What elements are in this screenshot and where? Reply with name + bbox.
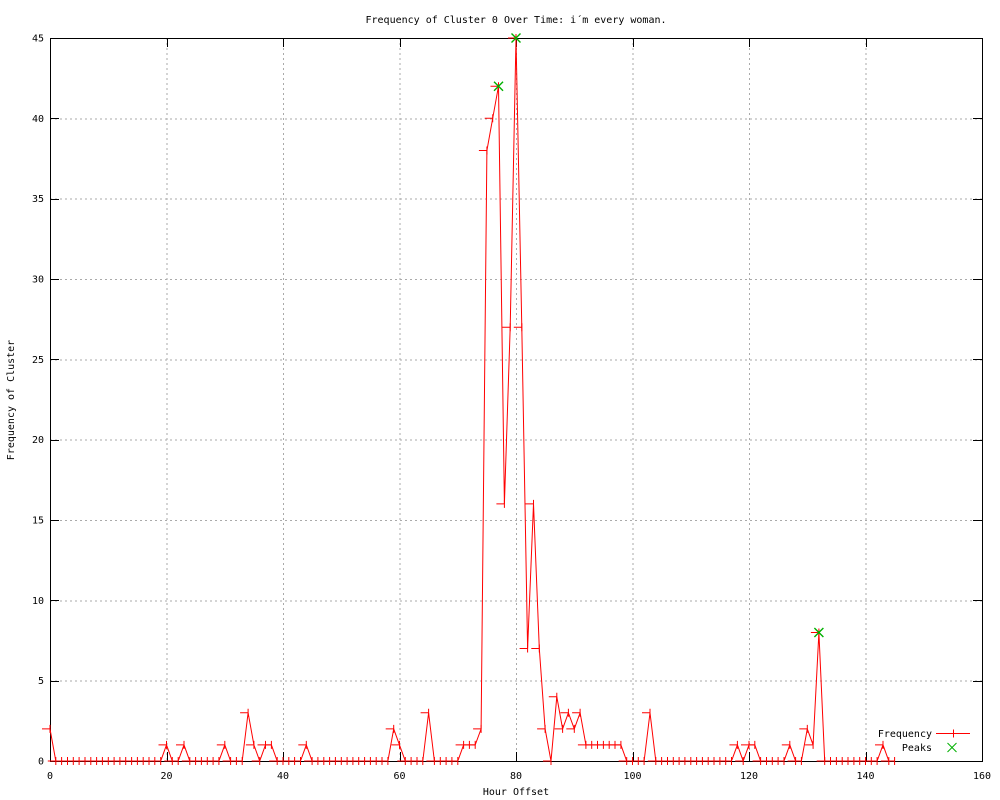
y-tick-label: 45 xyxy=(32,34,44,45)
frequency-line-sample xyxy=(936,729,970,738)
peaks-x-markers xyxy=(493,33,824,638)
chart-title: Frequency of Cluster 0 Over Time: i´m ev… xyxy=(365,14,666,26)
x-tick-label: 60 xyxy=(393,771,405,782)
gridlines xyxy=(50,38,982,761)
x-tick-label: 80 xyxy=(510,771,522,782)
y-tick-label: 10 xyxy=(32,596,44,607)
y-tick-label: 40 xyxy=(32,114,44,125)
frequency-markers xyxy=(42,34,896,765)
tick-labels: 0 20 40 60 80 100 120 140 160 0 5 10 15 20 25 30 35 40 45 xyxy=(32,34,991,783)
x-tick-label: 40 xyxy=(277,771,289,782)
y-tick-label: 30 xyxy=(32,275,44,286)
legend-label-frequency: Frequency xyxy=(878,729,932,740)
x-tick-label: 0 xyxy=(47,771,53,782)
x-tick-label: 160 xyxy=(973,771,991,782)
peaks-markers xyxy=(493,33,824,638)
frequency-line xyxy=(49,37,895,763)
y-tick-label: 0 xyxy=(38,757,44,768)
x-tick-label: 120 xyxy=(740,771,758,782)
y-tick-label: 20 xyxy=(32,435,44,446)
y-tick-label: 5 xyxy=(38,676,44,687)
y-tick-label: 35 xyxy=(32,194,44,205)
y-tick-label: 25 xyxy=(32,355,44,366)
x-tick-label: 100 xyxy=(623,771,641,782)
legend: Frequency Peaks xyxy=(878,729,970,754)
y-tick-label: 15 xyxy=(32,516,44,527)
frequency-series xyxy=(42,34,896,765)
peaks-marker-sample xyxy=(947,742,957,753)
x-tick-label: 140 xyxy=(856,771,874,782)
x-axis-title: Hour Offset xyxy=(483,787,549,798)
y-axis-title: Frequency of Cluster xyxy=(6,340,17,460)
x-tick-label: 20 xyxy=(160,771,172,782)
legend-label-peaks: Peaks xyxy=(902,743,932,754)
